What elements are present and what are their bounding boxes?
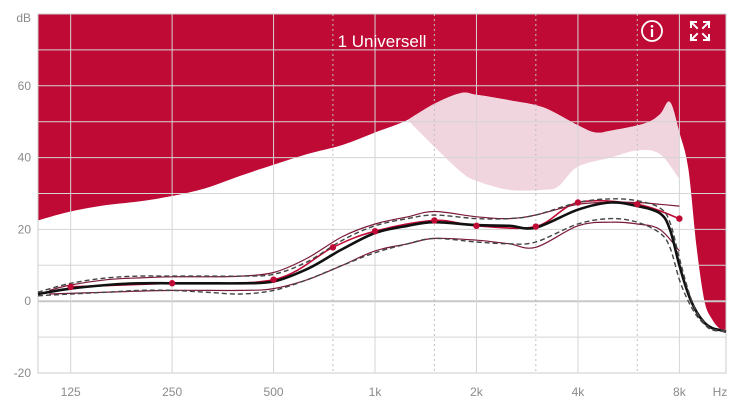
target-band-fill xyxy=(407,92,680,191)
x-tick-label: 4k xyxy=(572,385,586,399)
info-circle-icon xyxy=(641,20,663,42)
info-button[interactable] xyxy=(639,18,665,44)
measured-point xyxy=(473,222,480,230)
measured-point xyxy=(270,276,277,283)
curve-dashed-lower xyxy=(37,217,727,333)
grid-lines xyxy=(37,13,727,374)
axis-labels: 60 40 20 0 -20 dB 125 250 500 1k 2k 4k 8k Hz xyxy=(14,11,728,399)
x-tick-label: 2k xyxy=(470,385,484,399)
y-tick-label: 20 xyxy=(18,222,32,236)
y-tick-label: 60 xyxy=(18,79,32,93)
measured-point xyxy=(634,201,641,208)
program-title: 1 Universell xyxy=(338,32,427,51)
curve-dashed-upper xyxy=(37,198,727,332)
measured-point xyxy=(676,215,683,222)
x-tick-label: 500 xyxy=(264,385,284,399)
expand-arrows-icon xyxy=(689,20,711,42)
fill-regions xyxy=(38,14,726,330)
y-tick-label: 0 xyxy=(24,294,31,308)
measured-point xyxy=(431,217,438,224)
x-tick-label: 8k xyxy=(673,385,687,399)
expand-button[interactable] xyxy=(687,18,713,44)
measured-point xyxy=(532,223,540,230)
y-tick-label: -20 xyxy=(14,366,32,380)
markers xyxy=(67,199,683,291)
measured-point xyxy=(329,244,337,251)
measured-point xyxy=(574,199,582,206)
measured-point xyxy=(67,283,74,291)
x-tick-label: 250 xyxy=(162,385,182,399)
y-tick-label: 40 xyxy=(18,151,32,165)
y-unit-label: dB xyxy=(16,11,31,25)
measured-point xyxy=(168,280,176,287)
x-unit-label: Hz xyxy=(713,385,728,399)
measured-point xyxy=(371,227,379,235)
upper-region-fill xyxy=(38,14,726,330)
x-tick-label: 125 xyxy=(61,385,81,399)
x-tick-label: 1k xyxy=(369,385,383,399)
plot-border xyxy=(37,13,727,374)
